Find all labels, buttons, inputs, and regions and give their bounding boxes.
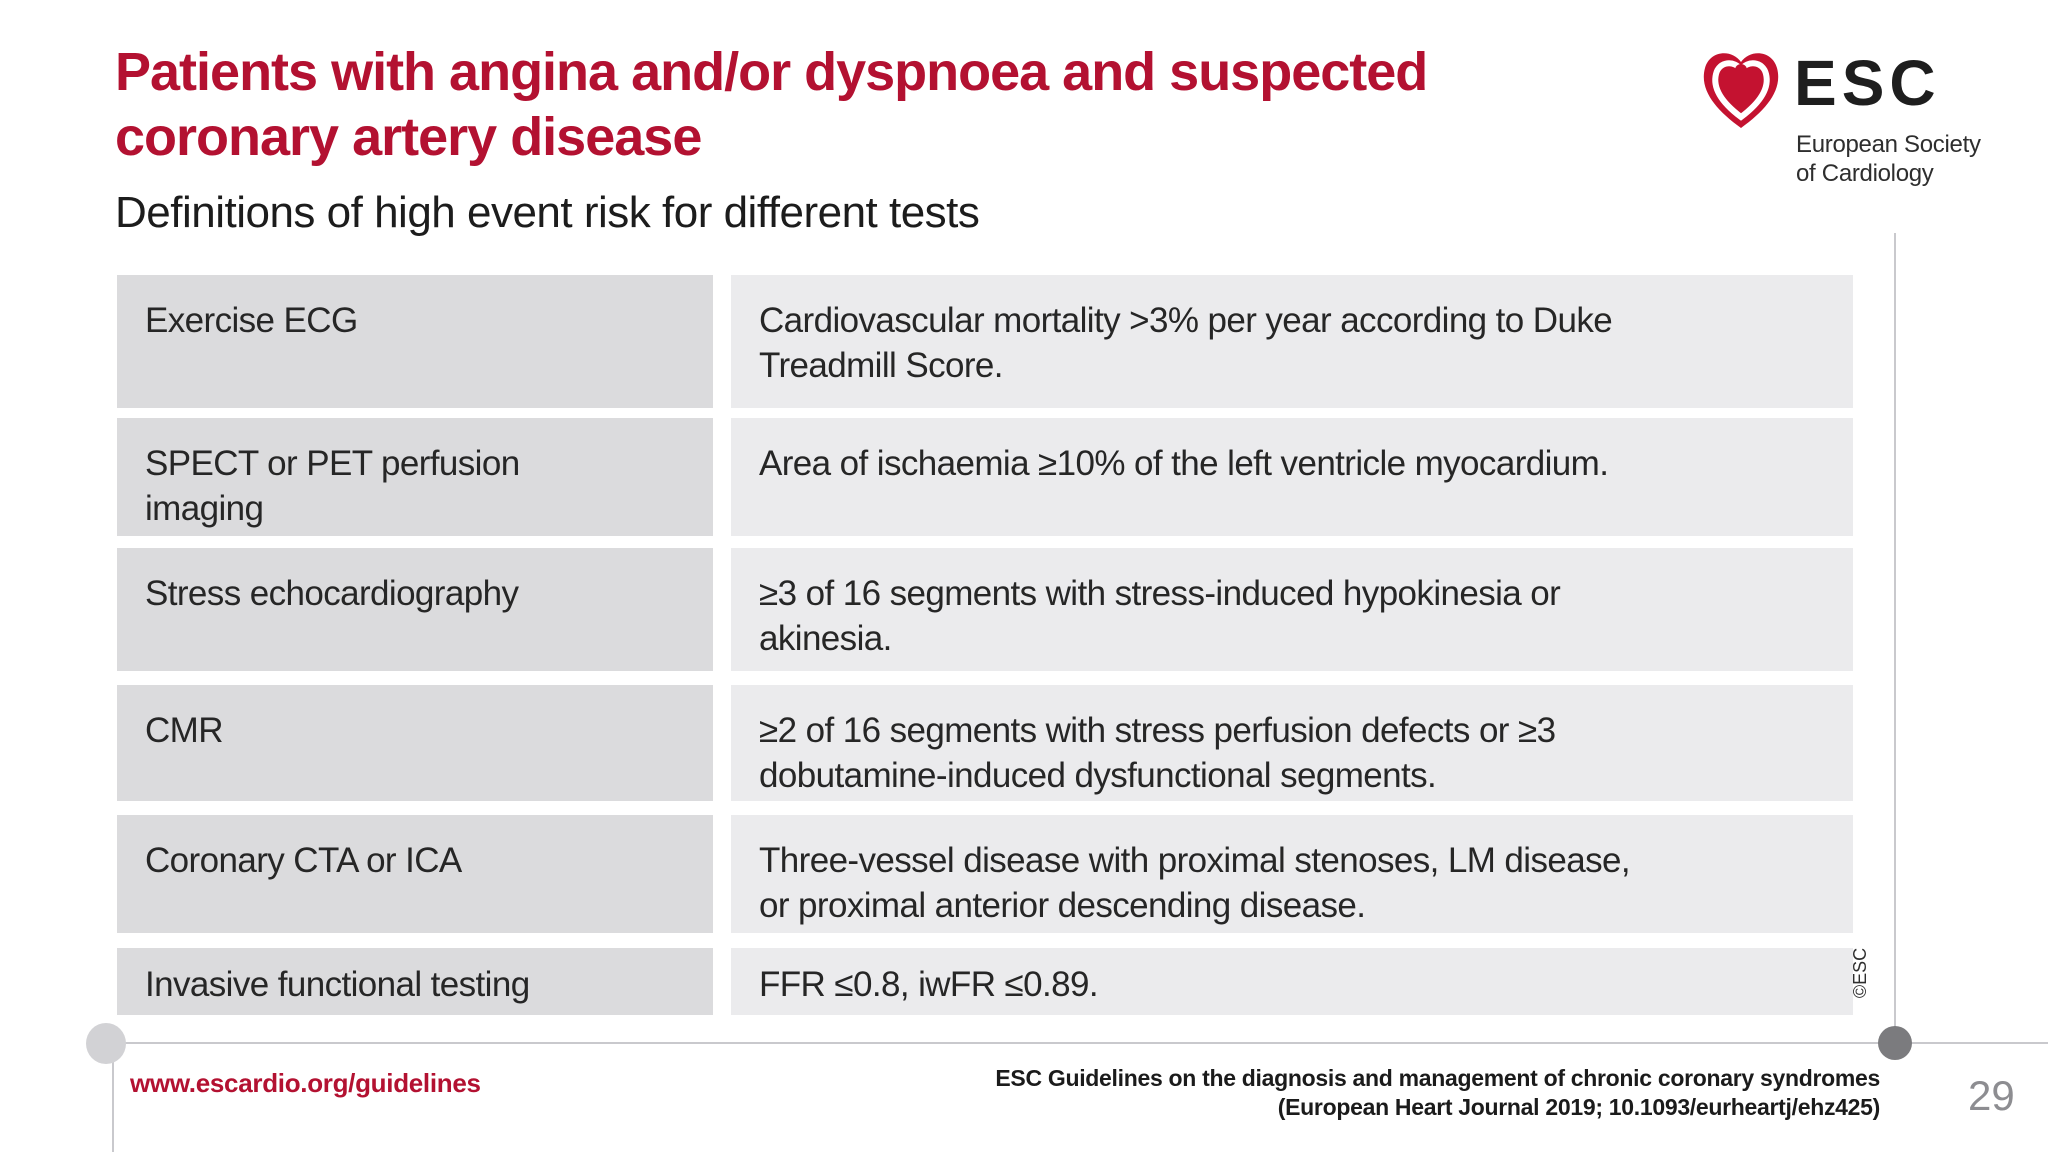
footer-left-dot [86,1023,126,1064]
definition-cell: ≥2 of 16 segments with stress perfusion … [731,685,1853,801]
guidelines-url-link[interactable]: www.escardio.org/guidelines [130,1068,481,1098]
page-title-line2: coronary artery disease [115,107,702,167]
page-title: Patients with angina and/or dyspnoea and… [115,40,1675,170]
esc-logo-abbr: ESC [1794,47,1941,119]
table-row: Exercise ECG Cardiovascular mortality >3… [117,275,1853,408]
page-number: 29 [1968,1072,2015,1119]
definition-cell: ≥3 of 16 segments with stress-induced hy… [731,548,1853,671]
left-bottom-vertical-rule [112,1043,114,1152]
page-subtitle: Definitions of high event risk for diffe… [115,188,980,237]
table-row: SPECT or PET perfusion imaging Area of i… [117,418,1853,536]
citation-text: ESC Guidelines on the diagnosis and mana… [880,1064,1880,1122]
test-name-cell: CMR [117,685,713,801]
heart-icon [1702,48,1780,132]
test-name-cell: Exercise ECG [117,275,713,408]
footer-horizontal-rule [106,1042,2048,1044]
esc-logo-name: European Society of Cardiology [1796,130,1981,188]
footer-right-dot [1878,1026,1912,1060]
esc-logo-name-line2: of Cardiology [1796,160,1934,187]
esc-logo: ESC European Society of Cardiology [1702,44,2002,194]
esc-copyright-label: ©ESC [1849,947,1870,999]
risk-definition-table: Exercise ECG Cardiovascular mortality >3… [117,275,1853,1015]
test-name-cell: Coronary CTA or ICA [117,815,713,933]
test-name-cell: Stress echocardiography [117,548,713,671]
page-title-line1: Patients with angina and/or dyspnoea and… [115,42,1428,102]
citation-line1: ESC Guidelines on the diagnosis and mana… [995,1065,1880,1091]
test-name-cell: SPECT or PET perfusion imaging [117,418,713,536]
definition-cell: Cardiovascular mortality >3% per year ac… [731,275,1853,408]
definition-cell: Three-vessel disease with proximal steno… [731,815,1853,933]
table-row: Invasive functional testing FFR ≤0.8, iw… [117,948,1853,1015]
table-row: Coronary CTA or ICA Three-vessel disease… [117,815,1853,933]
esc-logo-name-line1: European Society [1796,131,1981,158]
right-vertical-rule [1894,233,1896,1043]
definition-cell: FFR ≤0.8, iwFR ≤0.89. [731,948,1853,1015]
table-row: Stress echocardiography ≥3 of 16 segment… [117,548,1853,671]
definition-cell: Area of ischaemia ≥10% of the left ventr… [731,418,1853,536]
table-row: CMR ≥2 of 16 segments with stress perfus… [117,685,1853,801]
citation-line2: (European Heart Journal 2019; 10.1093/eu… [1277,1094,1881,1120]
test-name-cell: Invasive functional testing [117,948,713,1015]
